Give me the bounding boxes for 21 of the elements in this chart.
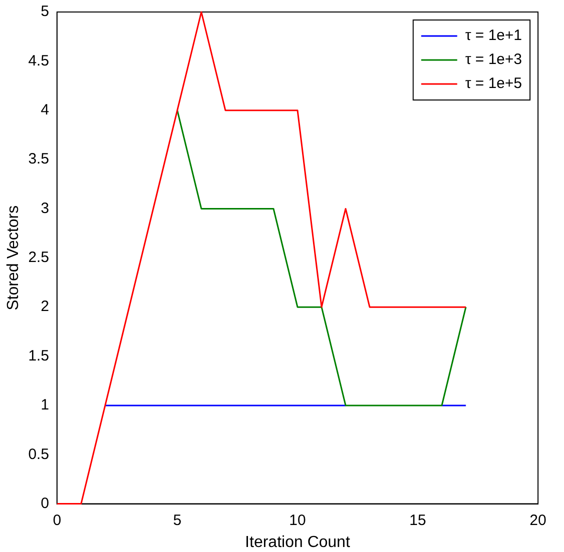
- y-tick-label: 2: [40, 298, 50, 316]
- legend-label: τ = 1e+5: [465, 75, 522, 92]
- y-tick-label: 4.5: [28, 52, 50, 70]
- x-axis-title: Iteration Count: [245, 534, 351, 551]
- y-tick-label: 3.5: [28, 150, 50, 168]
- x-tick-label: 0: [52, 512, 62, 529]
- y-tick-label: 2.5: [28, 249, 50, 266]
- legend-label: τ = 1e+1: [465, 27, 522, 44]
- x-tick-label: 20: [530, 512, 546, 529]
- y-tick-label: 4: [40, 102, 50, 118]
- y-tick-label: 0: [40, 494, 50, 512]
- y-tick-label: 1: [40, 396, 50, 414]
- x-tick-label: 15: [409, 512, 426, 529]
- y-tick-label: 0.5: [28, 446, 50, 463]
- y-axis-title: Stored Vectors: [5, 205, 22, 310]
- legend-label: τ = 1e+3: [465, 51, 522, 68]
- y-tick-label: 1.5: [28, 347, 50, 364]
- x-tick-label: 5: [173, 512, 182, 529]
- y-tick-label: 3: [40, 200, 50, 217]
- x-tick-label: 10: [289, 512, 306, 529]
- y-tick-label: 5: [40, 3, 50, 20]
